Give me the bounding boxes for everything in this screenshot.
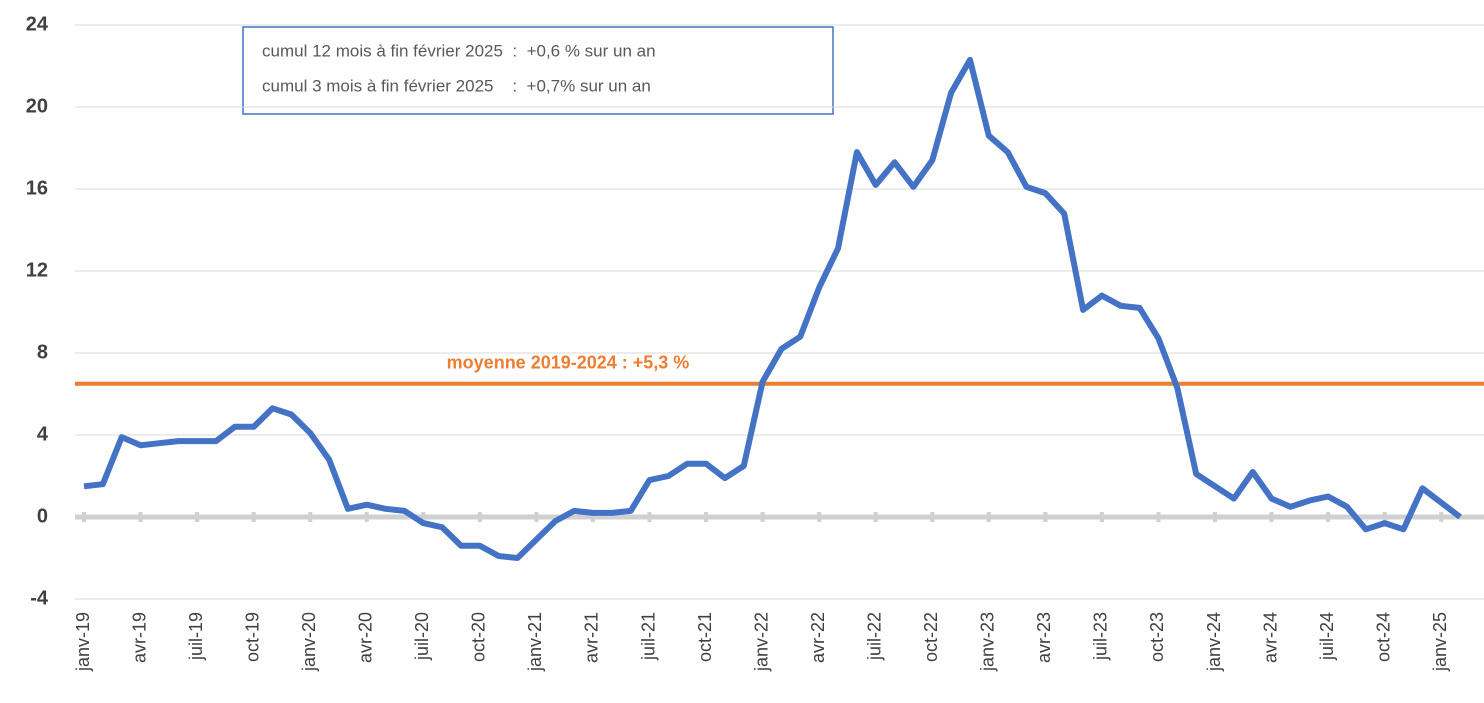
y-tick-label: 4 (37, 423, 49, 445)
annotation: cumul 3 mois à fin février 2025 : +0,7% … (262, 76, 651, 95)
y-tick-label: 12 (26, 259, 48, 281)
annotation: cumul 12 mois à fin février 2025 : +0,6 … (262, 41, 656, 60)
x-tick-label: juil-24 (1317, 612, 1337, 661)
x-tick-label: avr-24 (1260, 612, 1280, 663)
x-tick-label: avr-19 (129, 612, 149, 663)
x-tick-label: janv-20 (299, 612, 319, 672)
y-tick-label: -4 (30, 587, 49, 609)
x-tick-label: oct-19 (242, 612, 262, 662)
x-tick-label: juil-21 (638, 612, 658, 661)
x-tick-label: avr-23 (1034, 612, 1054, 663)
x-tick-label: oct-24 (1373, 612, 1393, 662)
x-tick-label: janv-23 (978, 612, 998, 672)
y-tick-label: 24 (26, 13, 49, 35)
x-tick-label: juil-19 (186, 612, 206, 661)
x-tick-label: oct-22 (921, 612, 941, 662)
x-tick-label: janv-21 (525, 612, 545, 672)
y-tick-label: 16 (26, 177, 48, 199)
x-tick-label: janv-25 (1430, 612, 1450, 672)
annotation-box (242, 26, 834, 115)
y-tick-label: 0 (37, 505, 48, 527)
data-line (83, 56, 1462, 561)
x-tick-label: juil-23 (1091, 612, 1111, 661)
x-tick-label: juil-20 (412, 612, 432, 661)
x-tick-label: juil-22 (864, 612, 884, 661)
x-tick-label: avr-20 (356, 612, 376, 663)
x-tick-label: janv-22 (751, 612, 771, 672)
x-tick-label: oct-20 (469, 612, 489, 662)
x-tick-label: oct-23 (1147, 612, 1167, 662)
y-tick-label: 8 (37, 341, 48, 363)
x-tick-label: oct-21 (695, 612, 715, 662)
x-tick-label: avr-21 (582, 612, 602, 663)
reference-label: moyenne 2019-2024 : +5,3 % (447, 353, 690, 373)
x-tick-label: janv-24 (1204, 612, 1224, 672)
x-tick-label: janv-19 (73, 612, 93, 672)
x-tick-label: avr-22 (808, 612, 828, 663)
y-tick-label: 20 (26, 95, 48, 117)
